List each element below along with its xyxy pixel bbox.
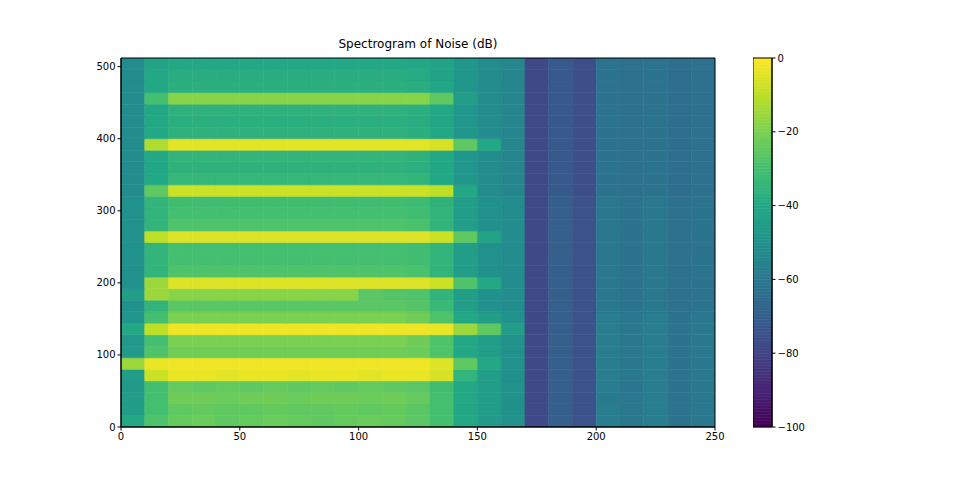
- svg-text:100: 100: [349, 431, 368, 442]
- svg-text:150: 150: [468, 431, 487, 442]
- svg-text:0: 0: [109, 422, 115, 433]
- html-text:Spectrogram of Noise (dB): Spectrogram of Noise (dB): [338, 37, 498, 51]
- svg-text:200: 200: [587, 431, 606, 442]
- svg-text:200: 200: [96, 277, 115, 288]
- svg-text:−40: −40: [778, 200, 799, 211]
- svg-text:0: 0: [778, 53, 784, 64]
- svg-text:50: 50: [233, 431, 246, 442]
- svg-text:−20: −20: [778, 126, 799, 137]
- svg-text:400: 400: [96, 133, 115, 144]
- svg-text:100: 100: [96, 349, 115, 360]
- svg-text:−60: −60: [778, 274, 799, 285]
- svg-text:−80: −80: [778, 348, 799, 359]
- svg-text:250: 250: [705, 431, 724, 442]
- svg-text:500: 500: [96, 61, 115, 72]
- svg-text:0: 0: [118, 431, 124, 442]
- svg-text:300: 300: [96, 205, 115, 216]
- svg-text:−100: −100: [778, 422, 805, 433]
